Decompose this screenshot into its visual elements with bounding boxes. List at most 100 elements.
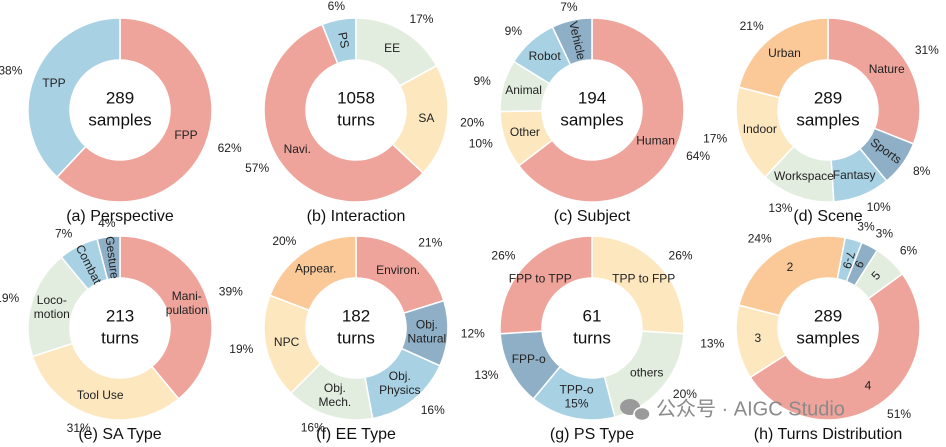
slice-label: Appear.	[295, 262, 336, 276]
slice-label: Human	[636, 134, 675, 148]
slice-percentage: 62%	[218, 141, 242, 155]
slice-percentage: 19%	[229, 342, 253, 356]
center-unit: samples	[88, 110, 151, 129]
slice-gesture	[96, 235, 121, 281]
slice-label: FPP	[174, 128, 197, 142]
slice-vehicle	[551, 17, 593, 66]
slice-label: FPP-o	[512, 352, 546, 366]
slice-percentage: 31%	[67, 421, 91, 435]
slice-fpp	[55, 17, 213, 203]
slice-percentage: 20%	[460, 115, 484, 129]
slice-percentage: 4%	[98, 216, 116, 230]
slice-percentage: 6%	[328, 0, 346, 13]
slice-percentage: 13%	[474, 368, 498, 382]
slice-label: Obj. Physics	[379, 369, 420, 397]
slice-label: Loco-motion	[34, 293, 70, 321]
slice-fpp-to-tpp	[499, 235, 593, 335]
donut-chart-5: Mani-pulation 39% Tool Use 31% Loco-motion 19…	[0, 216, 243, 443]
slice-percentage: 7%	[55, 227, 73, 241]
slice-percentage: 19%	[0, 291, 19, 305]
slice-label: 7-9	[839, 250, 857, 271]
center-unit: turns	[573, 328, 611, 347]
slice-navi	[263, 23, 425, 203]
slice-percentage: 20%	[272, 234, 296, 248]
slice-label: Animal	[505, 83, 542, 97]
slice-tpp	[27, 17, 121, 179]
slice-tpp-to-fpp	[591, 235, 685, 335]
donut-chart-7: TPP to FPP 26% others 20% TPP-o 15% FPP-o 13% FP…	[474, 235, 697, 443]
slice-percentage: 10%	[867, 200, 891, 214]
slice-percentage: 21%	[418, 236, 442, 250]
slice-4	[749, 272, 921, 421]
slice-urban	[737, 17, 829, 99]
chart-caption: (g) PS Type	[550, 426, 634, 443]
slice-label: Environ.	[376, 263, 420, 277]
slice-label: Obj. Mech.	[319, 381, 352, 409]
slice-label: 4	[865, 379, 872, 393]
center-count: 194	[578, 88, 606, 107]
slice-label: Other	[510, 125, 540, 139]
slice-label: Robot	[529, 49, 562, 63]
slice-label: Obj. Natural	[408, 317, 447, 345]
slice-label: 3	[755, 331, 762, 345]
slice-nature	[827, 17, 921, 145]
slice-percentage: 9%	[473, 74, 491, 88]
slice-label: Gesture	[102, 235, 121, 279]
slice-label: Fantasy	[833, 168, 876, 182]
slice-percentage: 8%	[913, 164, 931, 178]
slice-percentage: 12%	[461, 327, 485, 341]
slice-7-9	[836, 236, 863, 283]
slice-percentage: 6%	[900, 244, 918, 258]
slice-percentage: 3%	[857, 219, 875, 233]
slice-percentage: 17%	[409, 12, 433, 26]
chart-caption: (d) Scene	[793, 208, 862, 225]
slice-mani-pulation	[119, 235, 213, 400]
slice-label: Urban	[768, 46, 801, 60]
slice-label: SA	[418, 111, 434, 125]
chart-caption: (a) Perspective	[66, 208, 174, 225]
slice-label: TPP	[42, 76, 65, 90]
slice-percentage: 26%	[669, 248, 693, 262]
slice-percentage: 3%	[876, 227, 894, 241]
slice-percentage: 57%	[245, 161, 269, 175]
center-unit: samples	[796, 328, 859, 347]
center-count: 61	[583, 306, 602, 325]
center-unit: samples	[560, 110, 623, 129]
slice-tool-use	[31, 342, 180, 421]
slice-label: others	[630, 365, 663, 379]
center-unit: turns	[337, 110, 375, 129]
watermark: 公众号 · AIGC Studio	[620, 397, 845, 422]
slice-2	[737, 235, 847, 317]
slice-percentage: 24%	[748, 232, 772, 246]
center-unit: turns	[337, 328, 375, 347]
center-unit: samples	[796, 110, 859, 129]
slice-percentage: 13%	[768, 201, 792, 215]
center-count: 289	[814, 88, 842, 107]
chart-caption: (f) EE Type	[316, 426, 396, 443]
center-unit: turns	[101, 328, 139, 347]
slice-percentage: 39%	[219, 285, 243, 299]
slice-human	[517, 17, 685, 203]
slice-label: TPP to FPP	[612, 272, 675, 286]
donut-chart-1: FPP 62% TPP 38% 289 samples (a) Perspective	[0, 17, 242, 225]
slice-label: Workspace	[774, 169, 834, 183]
donut-chart-4: Nature31%Sports8%Fantasy10%Workspace13%I…	[703, 17, 939, 225]
center-count: 289	[106, 88, 134, 107]
slice-percentage: 13%	[700, 337, 724, 351]
slice-percentage: 31%	[915, 43, 939, 57]
slice-percentage: 51%	[887, 407, 911, 421]
slice-label: Tool Use	[77, 388, 124, 402]
slice-label: Navi.	[284, 142, 311, 156]
center-count: 213	[106, 306, 134, 325]
slice-percentage: 10%	[469, 137, 493, 151]
chart-caption: (c) Subject	[554, 208, 631, 225]
center-count: 1058	[337, 88, 375, 107]
wechat-icon	[620, 399, 651, 422]
slice-percentage: 16%	[421, 403, 445, 417]
watermark-text: 公众号 · AIGC Studio	[656, 397, 845, 420]
donut-chart-2: PS 6% EE 17% SA 20% Navi. 57% 1058 turns (b) Inter…	[245, 0, 484, 225]
slice-percentage: 21%	[740, 19, 764, 33]
